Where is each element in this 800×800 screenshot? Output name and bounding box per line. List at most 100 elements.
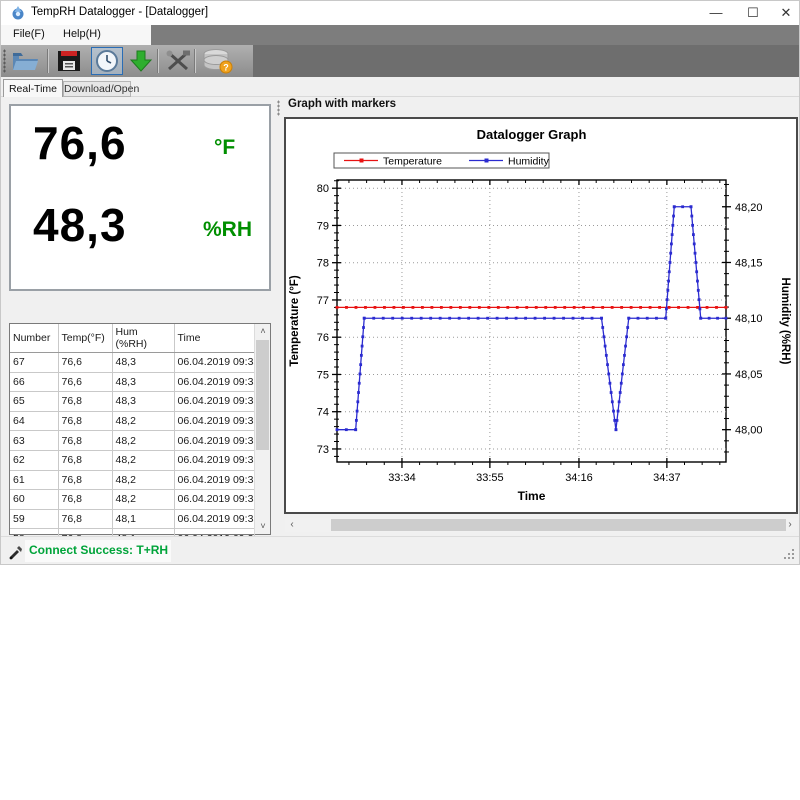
svg-text:Datalogger Graph: Datalogger Graph: [477, 127, 587, 142]
close-button[interactable]: ✕: [780, 5, 792, 20]
database-question-icon: ?: [203, 49, 233, 74]
table-cell: 06.04.2019 09:35:25: [174, 411, 255, 432]
table-cell: 48,2: [112, 489, 175, 510]
graph-hscrollbar[interactable]: ‹ ›: [285, 518, 797, 532]
scroll-up-arrow[interactable]: ˄: [260, 326, 266, 336]
splitter-grip[interactable]: [277, 100, 280, 116]
open-file-button[interactable]: [9, 47, 41, 75]
minimize-button[interactable]: —: [709, 5, 723, 20]
table-cell: 48,3: [112, 352, 175, 373]
col-number[interactable]: Number: [10, 324, 59, 353]
svg-text:Time: Time: [518, 489, 546, 503]
svg-text:74: 74: [317, 407, 329, 419]
chart-container: 73 74 75 76 77 78 79 80 48,00 48,05 48,10 48,15 48,2…: [284, 117, 798, 514]
svg-text:34:16: 34:16: [565, 472, 593, 484]
svg-text:73: 73: [317, 444, 329, 456]
col-hum[interactable]: Hum (%RH): [112, 324, 175, 353]
table-cell: 48,2: [112, 430, 175, 451]
svg-text:33:55: 33:55: [476, 472, 504, 484]
table-cell: 76,8: [58, 430, 113, 451]
col-temp[interactable]: Temp(°F): [58, 324, 113, 353]
toolbar-separator: [194, 49, 195, 73]
table-cell: 76,8: [58, 489, 113, 510]
table-cell: 59: [10, 509, 59, 530]
toolbar: ?: [1, 45, 799, 77]
svg-text:48,00: 48,00: [735, 425, 763, 437]
table-cell: 06.04.2019 09:35:21: [174, 450, 255, 471]
svg-text:Temperature (°F): Temperature (°F): [289, 275, 301, 366]
svg-text:76: 76: [317, 332, 329, 344]
save-button[interactable]: [53, 47, 85, 75]
graph-scroll-thumb[interactable]: [331, 519, 786, 531]
download-button[interactable]: [125, 47, 157, 75]
graph-panel-title: Graph with markers: [288, 98, 397, 110]
app-window: TempRH Datalogger - [Datalogger] — ☐ ✕ F…: [0, 0, 800, 565]
resize-grip[interactable]: [782, 547, 796, 561]
table-cell: 48,3: [112, 372, 175, 393]
scroll-right-arrow[interactable]: ›: [788, 519, 792, 530]
table-cell: 76,8: [58, 391, 113, 412]
table-cell: 65: [10, 391, 59, 412]
menu-file[interactable]: File(F): [13, 28, 45, 40]
save-floppy-icon: [58, 51, 80, 71]
col-time[interactable]: Time: [174, 324, 255, 353]
table-cell: 06.04.2019 09:35:27: [174, 391, 255, 412]
realtime-clock-button[interactable]: [91, 47, 123, 75]
graph-panel: Graph with markers 73 74 75 76 77 78 79 80 48,00…: [277, 97, 799, 536]
svg-text:Temperature: Temperature: [383, 156, 442, 168]
svg-text:48,10: 48,10: [735, 313, 763, 325]
svg-text:Humidity: Humidity: [508, 156, 550, 168]
log-table: Number Temp(°F) Hum (%RH) Time 67 76,6 48,…: [9, 323, 271, 549]
table-cell: 76,6: [58, 352, 113, 373]
scroll-down-arrow[interactable]: ˅: [260, 521, 266, 531]
table-cell: 66: [10, 372, 59, 393]
svg-text:48,15: 48,15: [735, 257, 763, 269]
menu-bar: File(F) Help(H): [1, 25, 799, 45]
table-scrollbar[interactable]: ˄ ˅: [254, 324, 270, 534]
toolbar-separator: [157, 49, 158, 73]
table-cell: 76,8: [58, 450, 113, 471]
log-table-grid: Number Temp(°F) Hum (%RH) Time 67 76,6 48,…: [10, 324, 255, 549]
readout-panel: 76,6 °F 48,3 %RH: [9, 104, 271, 291]
table-cell: 76,8: [58, 509, 113, 530]
device-query-button[interactable]: ?: [199, 47, 237, 75]
temperature-unit: °F: [214, 136, 236, 159]
humidity-value: 48,3: [33, 199, 127, 251]
toolbar-separator: [47, 49, 48, 73]
table-cell: 48,2: [112, 470, 175, 491]
maximize-button[interactable]: ☐: [747, 5, 759, 20]
table-header-row: Number Temp(°F) Hum (%RH) Time: [10, 324, 255, 353]
table-scroll-thumb[interactable]: [256, 340, 269, 450]
tab-download-open[interactable]: Download/Open: [63, 81, 140, 97]
connection-icon: [8, 544, 24, 565]
green-down-arrow-icon: [129, 50, 153, 72]
table-cell: 48,2: [112, 411, 175, 432]
table-cell: 76,8: [58, 411, 113, 432]
chart-canvas: 73 74 75 76 77 78 79 80 48,00 48,05 48,10 48,15 48,2…: [289, 127, 791, 503]
settings-button[interactable]: [162, 47, 194, 75]
svg-text:34:37: 34:37: [653, 472, 681, 484]
menu-help[interactable]: Help(H): [63, 28, 101, 40]
svg-text:80: 80: [317, 183, 329, 195]
svg-text:33:34: 33:34: [388, 472, 416, 484]
table-cell: 76,6: [58, 372, 113, 393]
tools-icon: [166, 50, 190, 71]
table-cell: 06.04.2019 09:35:29: [174, 372, 255, 393]
tab-real-time[interactable]: Real-Time: [3, 79, 63, 97]
temperature-value: 76,6: [33, 117, 127, 169]
table-cell: 63: [10, 430, 59, 451]
clock-icon: [96, 50, 118, 72]
table-cell: 60: [10, 489, 59, 510]
scroll-left-arrow[interactable]: ‹: [290, 519, 294, 530]
status-message-bg: [25, 540, 171, 562]
